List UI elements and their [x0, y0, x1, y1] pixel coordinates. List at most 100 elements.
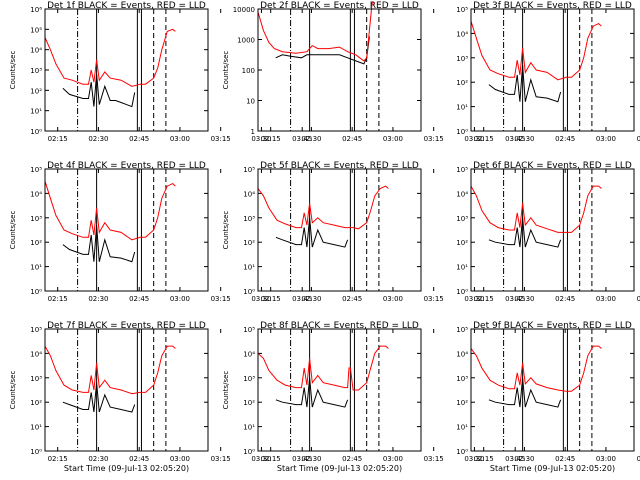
- y-tick-label: 1000: [237, 37, 255, 45]
- plot-frame: [44, 328, 209, 452]
- x-tick-label: 02:30: [88, 455, 108, 463]
- y-tick-label: 100: [242, 67, 255, 75]
- lld-series-line: [470, 185, 602, 233]
- x-tick-label: 02:30: [301, 455, 321, 463]
- x-tick-label: 03:00: [596, 135, 616, 143]
- y-tick-label: 10¹: [243, 264, 255, 272]
- events-series-line: [62, 225, 136, 263]
- x-tick-label: 02:30: [301, 135, 321, 143]
- detector-panel-5: Det 5f BLACK = Events, RED = LLD 10⁰ 10¹ 10…: [222, 161, 525, 303]
- y-tick-label: 10¹: [456, 424, 468, 432]
- x-tick-label: 02:45: [342, 455, 362, 463]
- y-tick-label: 10⁴: [456, 350, 468, 358]
- y-tick-label: 10⁵: [30, 26, 42, 34]
- panel-title: Det 5f BLACK = Events, RED = LLD: [260, 161, 419, 171]
- y-tick-label: 10¹: [30, 108, 42, 116]
- x-tick-label: 02:45: [342, 135, 362, 143]
- y-tick-label: 10⁵: [456, 326, 468, 334]
- plot-frame: [44, 168, 209, 292]
- x-tick-label: 03:45: [505, 295, 525, 303]
- x-tick-label: 03:15: [637, 135, 640, 143]
- panel-title: Det 9f BLACK = Events, RED = LLD: [473, 321, 632, 331]
- y-tick-label: 10⁵: [30, 166, 42, 174]
- panel-title: Det 7f BLACK = Events, RED = LLD: [47, 321, 206, 331]
- y-tick-label: 10⁴: [243, 350, 255, 358]
- x-tick-label: 03:30: [464, 135, 484, 143]
- x-axis-label: Start Time (09-Jul-13 02:05:20): [490, 464, 615, 473]
- x-tick-label: 03:15: [211, 455, 231, 463]
- y-axis-label: Counts/sec: [222, 371, 230, 410]
- y-tick-label: 10⁵: [243, 326, 255, 334]
- detector-panel-9: Det 9f BLACK = Events, RED = LLD 10⁰ 10¹ 10…: [456, 321, 640, 473]
- x-tick-label: 02:15: [48, 295, 68, 303]
- plot-frame: [470, 8, 635, 132]
- events-series-line: [62, 382, 136, 413]
- events-series-line: [275, 36, 370, 65]
- x-tick-label: 02:45: [555, 135, 575, 143]
- x-tick-label: 02:45: [555, 455, 575, 463]
- panel-title: Det 6f BLACK = Events, RED = LLD: [473, 161, 632, 171]
- lld-series-line: [44, 28, 176, 87]
- y-tick-label: 10⁰: [30, 288, 42, 296]
- y-axis-label: Counts/sec: [9, 51, 17, 90]
- x-axis-label: Start Time (09-Jul-13 02:05:20): [64, 464, 189, 473]
- x-tick-label: 03:30: [251, 455, 271, 463]
- x-tick-label: 03:45: [505, 135, 525, 143]
- detector-panel-6: Det 6f BLACK = Events, RED = LLD 10⁰ 10¹ 10…: [456, 161, 640, 303]
- y-tick-label: 10¹: [30, 264, 42, 272]
- y-axis-label: Counts/sec: [9, 211, 17, 250]
- y-tick-label: 10³: [243, 375, 255, 383]
- y-tick-label: 10⁵: [30, 326, 42, 334]
- x-tick-label: 03:15: [424, 455, 444, 463]
- y-tick-label: 10²: [30, 87, 42, 95]
- lld-series-line: [470, 345, 602, 392]
- x-tick-label: 03:30: [464, 455, 484, 463]
- y-tick-label: 10⁵: [456, 6, 468, 14]
- y-tick-label: 10000: [233, 6, 255, 14]
- y-tick-label: 10⁰: [30, 128, 42, 136]
- lld-series-line: [257, 2, 375, 62]
- x-tick-label: 03:00: [170, 455, 190, 463]
- y-tick-label: 10²: [243, 399, 255, 407]
- panel-title: Det 2f BLACK = Events, RED = LLD: [260, 1, 419, 11]
- y-tick-label: 10³: [243, 215, 255, 223]
- x-tick-label: 02:45: [129, 455, 149, 463]
- detector-panel-4: Det 4f BLACK = Events, RED = LLD 10⁰ 10¹ 10…: [9, 161, 312, 303]
- y-tick-label: 10⁵: [243, 166, 255, 174]
- x-tick-label: 03:00: [383, 135, 403, 143]
- y-tick-label: 10⁰: [30, 448, 42, 456]
- y-tick-label: 10⁴: [456, 30, 468, 38]
- events-series-line: [488, 217, 562, 248]
- x-tick-label: 02:15: [48, 455, 68, 463]
- plot-frame: [44, 8, 209, 132]
- x-axis-label: Start Time (09-Jul-13 02:05:20): [277, 464, 402, 473]
- y-tick-label: 10¹: [456, 104, 468, 112]
- x-tick-label: 03:15: [424, 135, 444, 143]
- detector-panel-1: Det 1f BLACK = Events, RED = LLD 10⁰ 10¹ 10…: [9, 1, 312, 143]
- x-tick-label: 03:00: [170, 135, 190, 143]
- plot-frame: [470, 328, 635, 452]
- x-tick-label: 02:30: [514, 455, 534, 463]
- x-tick-label: 02:15: [474, 295, 494, 303]
- y-tick-label: 10³: [456, 375, 468, 383]
- x-tick-label: 03:15: [637, 295, 640, 303]
- detector-panel-7: Det 7f BLACK = Events, RED = LLD 10⁰ 10¹ 10…: [9, 321, 312, 473]
- x-tick-label: 02:30: [514, 295, 534, 303]
- panel-title: Det 1f BLACK = Events, RED = LLD: [47, 1, 206, 11]
- x-tick-label: 02:15: [261, 295, 281, 303]
- x-tick-label: 03:45: [292, 455, 312, 463]
- lld-series-line: [44, 345, 176, 395]
- x-tick-label: 03:15: [637, 455, 640, 463]
- y-tick-label: 10⁴: [30, 47, 42, 55]
- plot-frame: [470, 168, 635, 292]
- x-tick-label: 03:15: [211, 135, 231, 143]
- x-tick-label: 03:00: [596, 295, 616, 303]
- x-tick-label: 03:15: [211, 295, 231, 303]
- y-tick-label: 10²: [243, 239, 255, 247]
- y-tick-label: 10⁴: [456, 190, 468, 198]
- y-tick-label: 10⁶: [30, 6, 42, 14]
- plot-frame: [257, 168, 422, 292]
- y-tick-label: 10⁰: [456, 288, 468, 296]
- y-tick-label: 10³: [456, 55, 468, 63]
